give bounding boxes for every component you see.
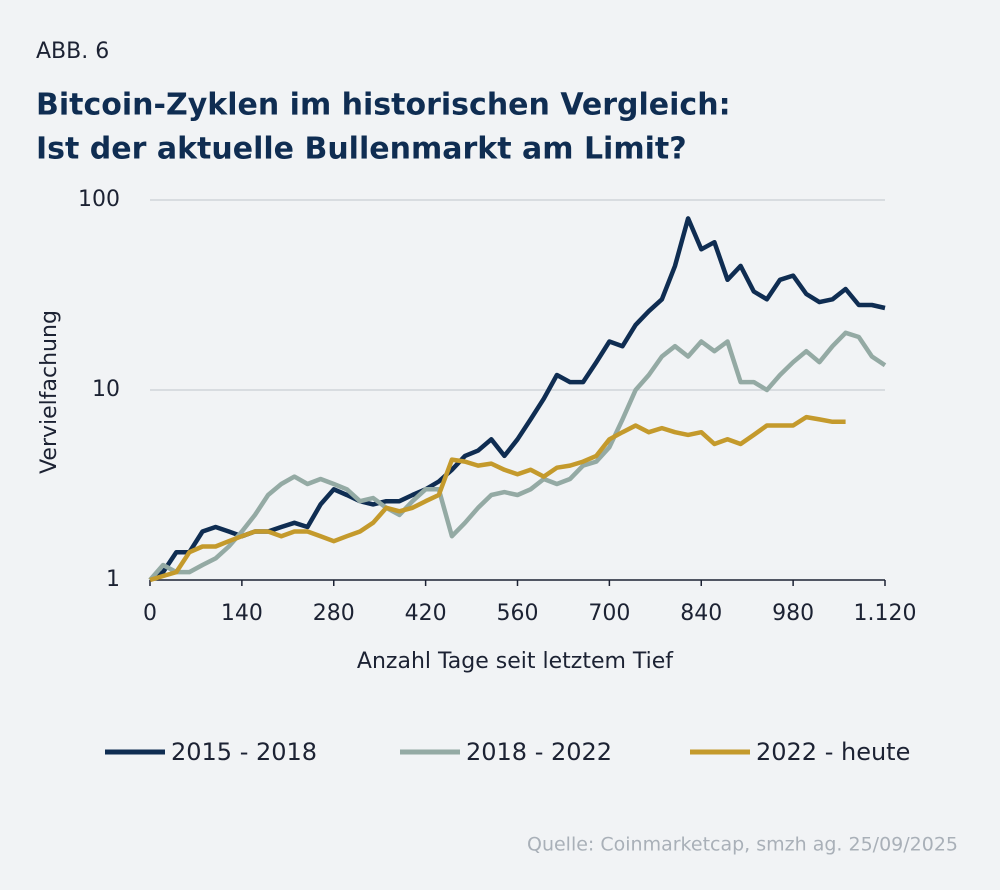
y-axis-label: Vervielfachung [37,310,62,474]
x-axis-label: Anzahl Tage seit letztem Tief [357,649,674,674]
x-tick-label: 0 [143,601,157,626]
y-tick-label: 10 [92,377,120,402]
chart-subtitle: Ist der aktuelle Bullenmarkt am Limit? [36,132,687,167]
legend-label: 2015 - 2018 [171,738,317,766]
x-tick-label: 980 [772,601,814,626]
x-tick-label: 1.120 [854,601,917,626]
x-tick-label: 280 [313,601,355,626]
x-tick-label: 840 [680,601,722,626]
legend-label: 2018 - 2022 [466,738,612,766]
chart-title: Bitcoin-Zyklen im historischen Vergleich… [36,88,731,123]
figure-label: ABB. 6 [36,39,109,64]
source-note: Quelle: Coinmarketcap, smzh ag. 25/09/20… [527,834,958,856]
legend-label: 2022 - heute [756,738,910,766]
series-line [149,414,846,583]
x-tick-label: 420 [405,601,447,626]
x-tick-label: 560 [497,601,539,626]
y-tick-label: 100 [78,187,120,212]
series-line [148,216,886,582]
x-tick-label: 140 [221,601,263,626]
y-tick-label: 1 [106,567,120,592]
series-line [148,330,887,582]
x-tick-label: 700 [588,601,630,626]
